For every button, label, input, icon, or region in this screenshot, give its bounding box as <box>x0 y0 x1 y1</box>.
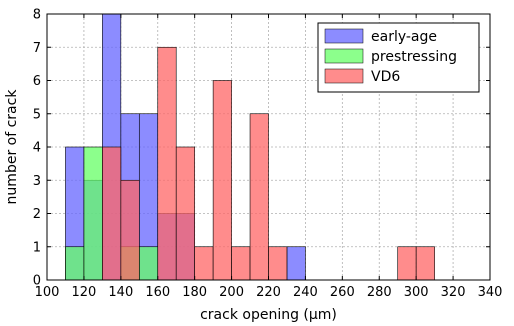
legend: early-age prestressing VD6 <box>317 22 480 93</box>
legend-swatch-prestressing <box>324 48 364 64</box>
bar-vd6 <box>231 246 251 281</box>
bar-vd6 <box>194 246 214 281</box>
y-tick-label: 0 <box>33 274 41 289</box>
x-tick-label: 300 <box>404 285 429 300</box>
bar-vd6 <box>212 80 232 281</box>
y-tick-label: 5 <box>33 107 41 122</box>
x-tick-label: 200 <box>219 285 244 300</box>
x-axis-label: crack opening (µm) <box>200 307 337 323</box>
bar-prestressing <box>83 146 103 281</box>
x-tick-label: 120 <box>72 285 97 300</box>
y-tick-label: 6 <box>33 74 41 89</box>
x-tick-label: 140 <box>108 285 133 300</box>
legend-swatch-vd6 <box>324 68 364 84</box>
x-tick-label: 160 <box>145 285 170 300</box>
legend-swatch-early-age <box>324 28 364 44</box>
bar-vd6 <box>102 146 122 281</box>
bar-vd6 <box>268 246 288 281</box>
y-tick-label: 8 <box>33 8 41 23</box>
x-tick-label: 240 <box>293 285 318 300</box>
x-tick-label: 340 <box>478 285 503 300</box>
legend-label-prestressing: prestressing <box>371 49 457 65</box>
y-tick-label: 7 <box>33 41 41 56</box>
bar-prestressing <box>65 246 85 281</box>
bar-vd6 <box>175 146 195 281</box>
bar-prestressing <box>138 246 159 281</box>
x-tick-label: 220 <box>256 285 281 300</box>
y-tick-label: 2 <box>33 207 41 222</box>
legend-label-early-age: early-age <box>371 29 437 45</box>
bar-vd6 <box>249 113 269 281</box>
x-tick-label: 100 <box>35 285 60 300</box>
y-tick-label: 1 <box>33 240 41 255</box>
y-tick-label: 4 <box>33 141 41 156</box>
bar-early-age <box>286 246 306 281</box>
histogram-bars <box>65 13 435 281</box>
bar-vd6 <box>415 246 435 281</box>
x-tick-label: 260 <box>330 285 355 300</box>
y-tick-label: 3 <box>33 174 41 189</box>
bar-vd6 <box>157 46 177 281</box>
legend-label-vd6: VD6 <box>371 69 400 85</box>
x-tick-label: 320 <box>441 285 466 300</box>
x-tick-label: 180 <box>182 285 207 300</box>
y-axis-label: number of crack <box>4 89 20 205</box>
x-tick-label: 280 <box>367 285 392 300</box>
axis-ticks: 100 120 140 160 180 200 220 240 260 280 300 320 340 0… <box>33 8 503 301</box>
bar-vd6 <box>397 246 417 281</box>
bar-vd6 <box>120 179 140 281</box>
